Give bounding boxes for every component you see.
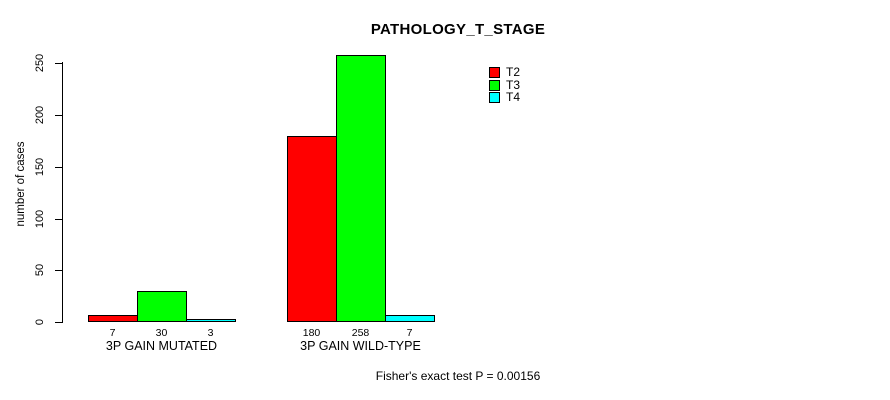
bar-value-label: 7: [406, 327, 413, 339]
y-tick-label: 200: [34, 105, 46, 125]
category-label: 3P GAIN MUTATED: [105, 339, 218, 353]
legend-label: T2: [506, 65, 521, 79]
bar-t3-2: [336, 55, 386, 322]
bar-t4-1: [186, 319, 236, 322]
legend-item-t4: T4: [489, 91, 520, 103]
bar-t2-1: [88, 315, 138, 322]
y-tick-mark: [55, 167, 62, 168]
legend-swatch-t2: [489, 66, 500, 78]
bar-value-label: 258: [351, 327, 370, 339]
chart-title: PATHOLOGY_T_STAGE: [370, 21, 546, 38]
legend-swatch-t3: [489, 79, 500, 91]
annotation-text: Fisher's exact test P = 0.00156: [375, 369, 541, 383]
y-tick-label: 100: [34, 209, 46, 229]
y-tick-label: 0: [34, 318, 46, 326]
y-tick-mark: [55, 63, 62, 64]
y-tick-label: 250: [34, 53, 46, 73]
legend-label: T4: [506, 90, 521, 104]
bar-value-label: 3: [207, 327, 214, 339]
y-tick-label: 150: [34, 157, 46, 177]
legend-item-t2: T2: [489, 66, 520, 78]
legend-label: T3: [506, 78, 521, 92]
y-tick-mark: [55, 219, 62, 220]
y-axis-title: number of cases: [15, 141, 27, 227]
bar-value-label: 30: [155, 327, 168, 339]
bar-value-label: 7: [109, 327, 116, 339]
legend-item-t3: T3: [489, 79, 520, 91]
category-label: 3P GAIN WILD-TYPE: [300, 339, 421, 353]
y-tick-mark: [55, 115, 62, 116]
y-tick-mark: [55, 322, 62, 323]
bar-t2-2: [287, 136, 337, 322]
y-tick-mark: [55, 270, 62, 271]
legend-swatch-t4: [489, 91, 500, 103]
y-tick-label: 50: [34, 263, 46, 277]
bar-t3-1: [137, 291, 187, 322]
bar-t4-2: [385, 315, 435, 322]
bar-value-label: 180: [302, 327, 321, 339]
y-axis-line: [62, 62, 63, 323]
